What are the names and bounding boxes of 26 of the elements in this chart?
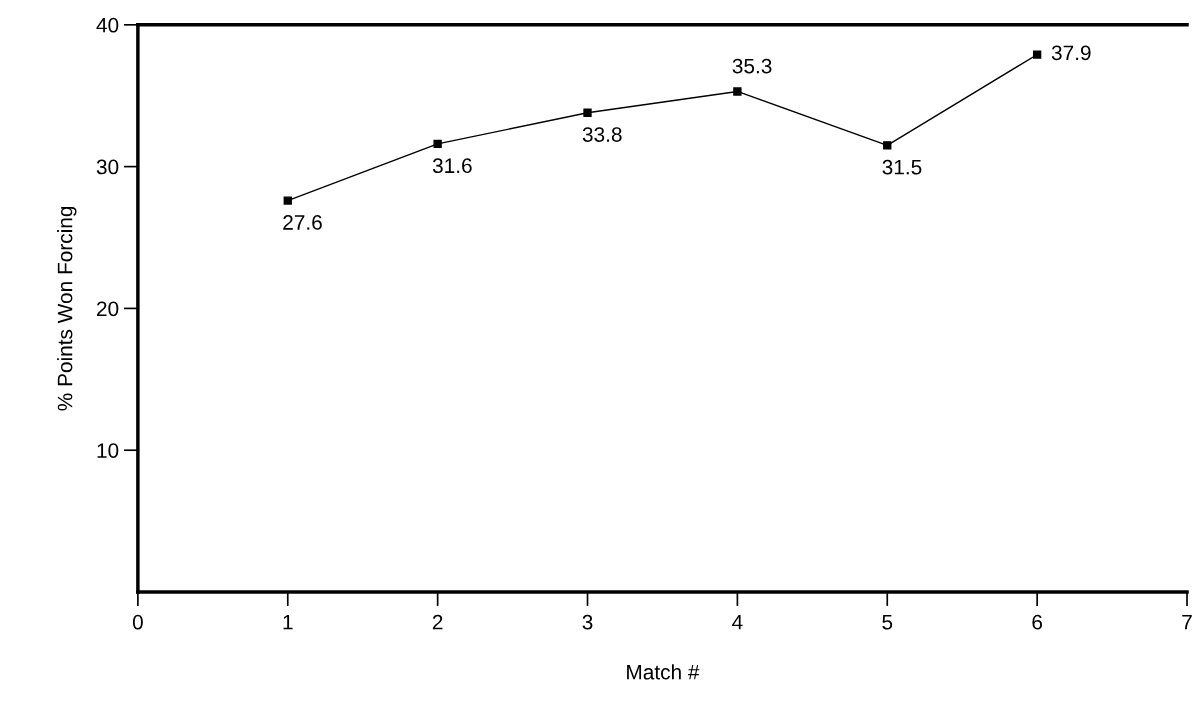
data-label: 31.5 [882,159,922,175]
point [733,87,742,96]
x-tick-label: 3 [582,614,593,630]
x-tick-label: 6 [1032,614,1043,630]
point [433,139,442,149]
y-tick-label: 10 [97,443,119,458]
data-label: 27.6 [283,215,322,230]
data-label: 37.9 [1051,45,1091,61]
x-tick-label: 7 [1182,615,1192,630]
x-axis-title: Match # [627,664,700,680]
point [1032,50,1042,59]
data-label: 31.6 [432,158,472,174]
x-tick-label: 4 [732,615,743,630]
x-tick-label: 2 [432,614,443,630]
y-tick-label: 40 [96,17,119,33]
y-tick-label: 30 [96,159,119,175]
point [883,141,892,150]
y-axis-title: % Points Won Forcing [57,206,77,411]
x-tick-label: 5 [882,615,893,630]
x-tick-label: 1 [283,615,293,630]
x-tick-label: 0 [132,614,143,630]
point [283,196,292,205]
point [583,108,592,117]
data-label: 33.8 [582,127,622,142]
data-label: 35.3 [732,58,772,74]
y-tick-label: 20 [97,301,119,317]
